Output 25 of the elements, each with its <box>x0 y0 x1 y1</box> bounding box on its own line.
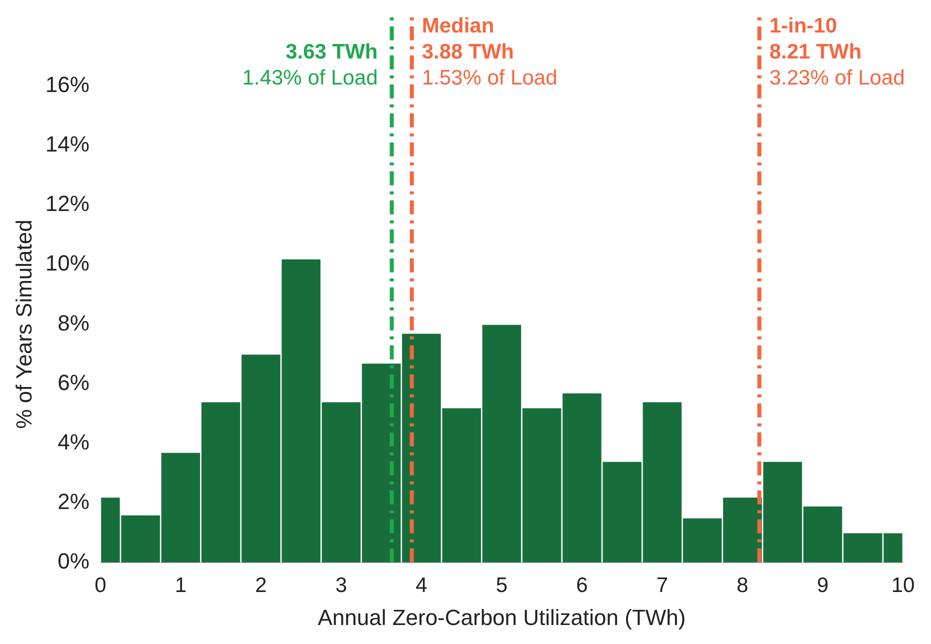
x-tick-label: 8 <box>736 574 748 597</box>
y-tick-label: 4% <box>58 429 90 454</box>
y-tick-label: 8% <box>58 310 90 336</box>
x-tick-label: 6 <box>576 574 588 597</box>
x-tick-label: 3 <box>335 574 348 597</box>
y-tick-label: 2% <box>58 488 90 514</box>
ref-line-label: 1-in-10 8.21 TWh 3.23% of Load <box>769 14 905 90</box>
y-tick-label: 10% <box>45 250 90 276</box>
y-tick-label: 12% <box>45 191 90 216</box>
x-tick-label: 1 <box>174 574 187 597</box>
y-tick-label: 14% <box>45 132 90 157</box>
x-tick-label: 2 <box>255 574 267 597</box>
y-tick-label: 0% <box>58 548 90 574</box>
ref-line-label: Median 3.88 TWh 1.53% of Load <box>422 14 558 90</box>
x-tick-label: 4 <box>416 574 428 597</box>
x-tick-label: 10 <box>891 574 915 597</box>
y-axis-title: % of Years Simulated <box>11 220 36 429</box>
x-tick-label: 7 <box>656 574 668 597</box>
ref-line-label: 3.63 TWh 1.43% of Load <box>242 40 378 90</box>
x-tick-label: 9 <box>816 574 829 597</box>
y-tick-label: 16% <box>45 72 90 98</box>
x-tick-label: 5 <box>496 574 508 597</box>
y-tick-label: 6% <box>58 370 90 395</box>
x-axis-title: Annual Zero-Carbon Utilization (TWh) <box>318 604 686 630</box>
x-tick-label: 0 <box>94 574 106 597</box>
